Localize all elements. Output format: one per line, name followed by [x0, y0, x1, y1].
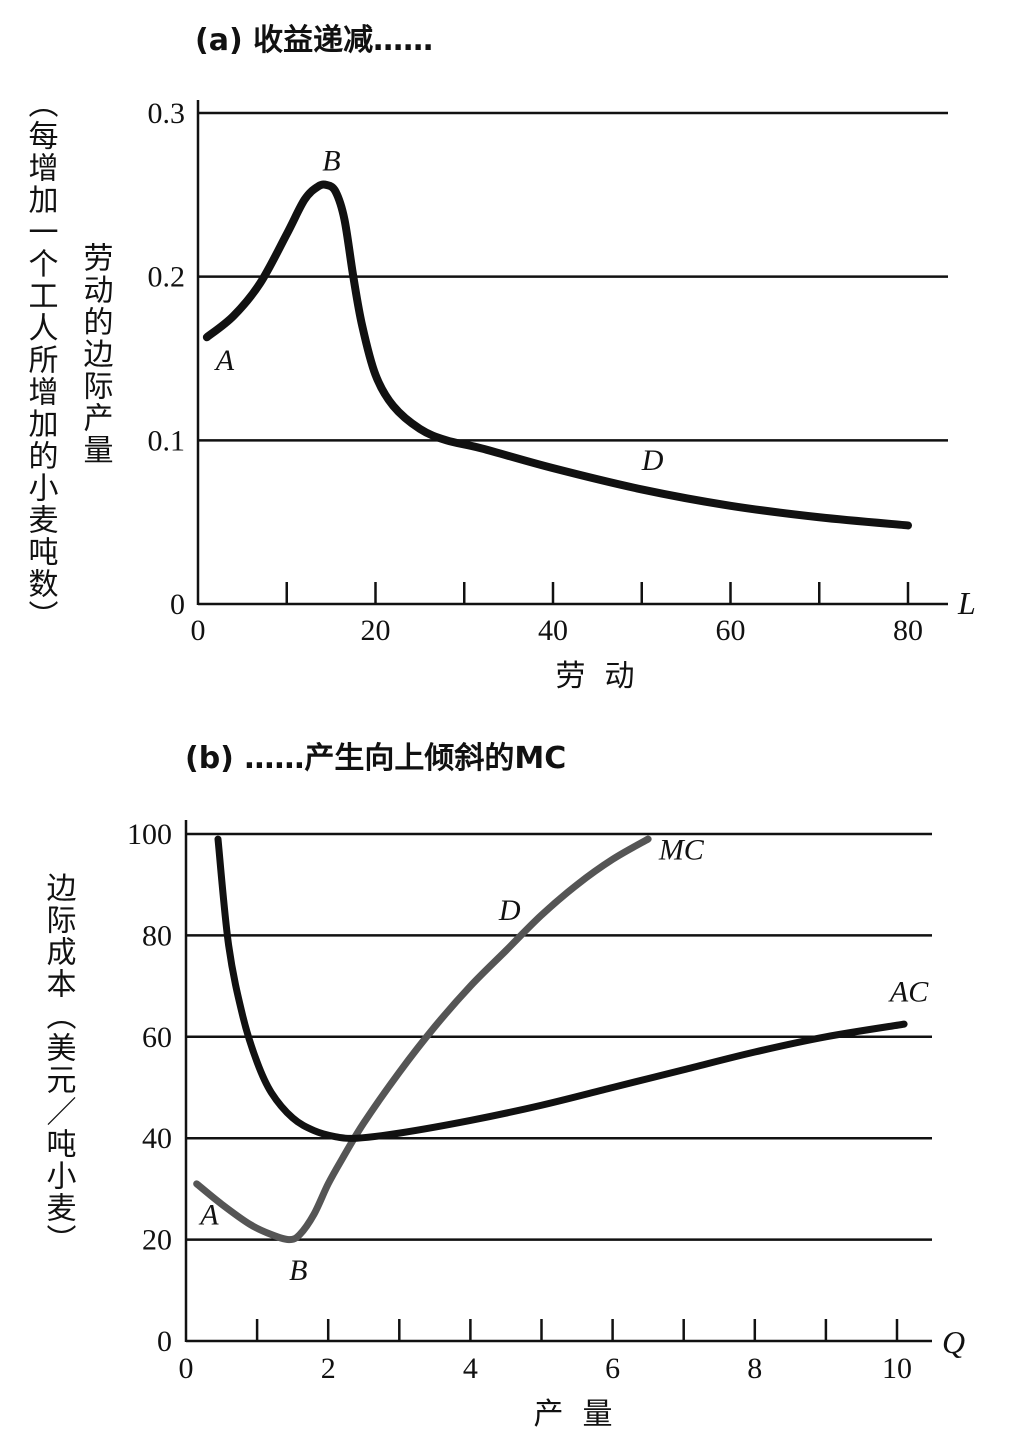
- chart-b-x-tick-label: 0: [179, 1352, 194, 1385]
- chart-b-annotation-d: D: [498, 894, 521, 927]
- chart-a-x-ticks: 0 20 40 60 80: [191, 582, 923, 647]
- chart-a-y-tick-label: 0.3: [148, 97, 186, 130]
- chart-b-x-tick-label: 8: [747, 1352, 762, 1385]
- chart-b-y-tick-label: 0: [157, 1325, 172, 1358]
- chart-b-annotation-ac: AC: [888, 975, 929, 1008]
- chart-b-y-tick-label: 80: [142, 919, 172, 952]
- chart-b-y-ticks: 0 20 40 60 80 100: [127, 818, 172, 1358]
- chart-a-x-tick-label: 20: [361, 614, 391, 647]
- chart-b-annotation-b: B: [289, 1254, 307, 1287]
- chart-b-x-tick-label: 10: [882, 1352, 912, 1385]
- chart-a-xlabel: 劳 动: [555, 659, 634, 694]
- chart-b-title: (b) ……产生向上倾斜的MC: [185, 741, 566, 776]
- chart-b-y-tick-label: 20: [142, 1224, 172, 1257]
- chart-b-annotation-a: A: [198, 1198, 219, 1231]
- chart-a-series: [202, 180, 912, 530]
- chart-b-ylabel: 边际成本（美元／吨小麦）: [41, 872, 77, 1256]
- chart-a-title: (a) 收益递减……: [195, 23, 433, 58]
- chart-b-x-ticks: 0 2 4 6 8 10: [179, 1319, 912, 1385]
- chart-b-x-variable: Q: [942, 1324, 965, 1360]
- chart-a: (a) 收益递减…… （每增加一个工人所增加的小麦吨数） 劳动的边际产量 0 20…: [23, 23, 976, 694]
- chart-a-x-tick-label: 0: [191, 614, 206, 647]
- chart-b-series: [193, 835, 908, 1244]
- chart-b-gridlines: [186, 832, 932, 1241]
- chart-a-y-tick-label: 0.1: [148, 424, 186, 457]
- chart-a-y-tick-label: 0: [170, 588, 185, 621]
- chart-b-y-tick-label: 60: [142, 1021, 172, 1054]
- chart-a-x-variable: L: [957, 585, 976, 621]
- chart-a-ylabel-outer: （每增加一个工人所增加的小麦吨数）: [23, 88, 59, 632]
- chart-b-x-tick-label: 6: [605, 1352, 620, 1385]
- chart-a-series-marginal-product-of-labor: [202, 180, 912, 530]
- chart-b-x-tick-label: 4: [463, 1352, 478, 1385]
- chart-a-x-tick-label: 40: [538, 614, 568, 647]
- chart-b-y-tick-label: 100: [127, 818, 172, 851]
- chart-a-gridlines: [198, 111, 948, 442]
- chart-a-x-tick-label: 60: [716, 614, 746, 647]
- chart-a-annotation-b: B: [322, 144, 340, 177]
- chart-b-x-tick-label: 2: [321, 1352, 336, 1385]
- chart-a-x-tick-label: 80: [893, 614, 923, 647]
- chart-a-y-ticks: 0 0.1 0.2 0.3: [148, 97, 186, 621]
- chart-b-annotation-mc: MC: [658, 833, 705, 866]
- chart-a-annotation-d: D: [641, 444, 664, 477]
- chart-a-annotation-a: A: [214, 344, 235, 377]
- chart-a-annotations: A B D: [214, 144, 664, 477]
- chart-b: (b) ……产生向上倾斜的MC 边际成本（美元／吨小麦） 0 2 4 6 8 10 0 20…: [41, 741, 966, 1432]
- chart-b-series-mc: [193, 835, 652, 1244]
- chart-b-y-tick-label: 40: [142, 1122, 172, 1155]
- chart-b-xlabel: 产 量: [533, 1397, 612, 1432]
- chart-b-series-ac: [214, 835, 908, 1142]
- chart-b-annotations: A B D MC AC: [198, 833, 929, 1287]
- chart-a-y-tick-label: 0.2: [148, 261, 186, 294]
- chart-a-ylabel-inner: 劳动的边际产量: [78, 242, 114, 466]
